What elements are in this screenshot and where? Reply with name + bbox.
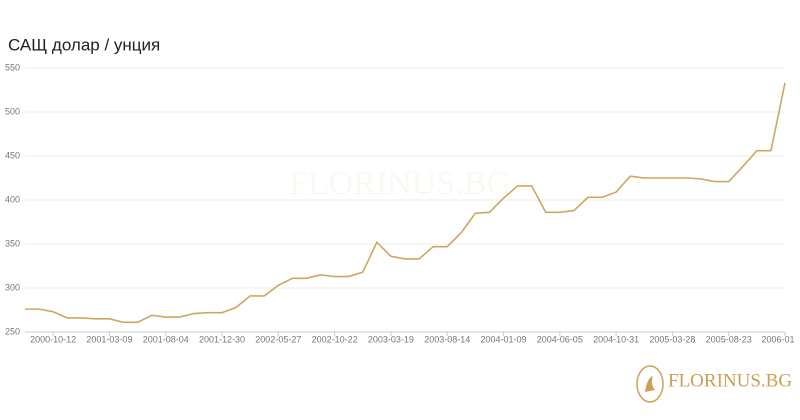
x-tick-label: 2003-03-19 (368, 334, 414, 344)
logo-bird (645, 376, 655, 392)
x-tick-label: 2003-08-14 (424, 334, 470, 344)
x-tick-label: 2004-10-31 (593, 334, 639, 344)
x-tick-label: 2001-03-09 (86, 334, 132, 344)
y-tick-label: 450 (5, 150, 20, 160)
y-tick-label: 250 (5, 326, 20, 336)
x-tick-label: 2004-06-05 (537, 334, 583, 344)
watermark: FLORINUS.BG (289, 165, 511, 202)
y-tick-label: 500 (5, 106, 20, 116)
x-tick-label: 2006-01 (761, 334, 794, 344)
y-tick-label: 350 (5, 238, 20, 248)
x-tick-label: 2000-10-12 (30, 334, 76, 344)
x-tick-label: 2002-05-27 (255, 334, 301, 344)
x-tick-label: 2002-10-22 (312, 334, 358, 344)
logo: FLORINUS.BG (636, 365, 792, 403)
logo-text: FLORINUS.BG (668, 370, 792, 391)
x-tick-label: 2001-12-30 (199, 334, 245, 344)
logo-ring (636, 365, 664, 403)
y-tick-label: 550 (5, 62, 20, 72)
chart-title: САЩ долар / унция (8, 35, 160, 54)
y-tick-label: 300 (5, 282, 20, 292)
x-tick-label: 2001-08-04 (143, 334, 189, 344)
x-tick-label: 2004-01-09 (480, 334, 526, 344)
y-tick-label: 400 (5, 194, 20, 204)
line (25, 82, 786, 324)
x-tick-label: 2005-03-28 (649, 334, 695, 344)
x-tick-label: 2005-08-23 (706, 334, 752, 344)
